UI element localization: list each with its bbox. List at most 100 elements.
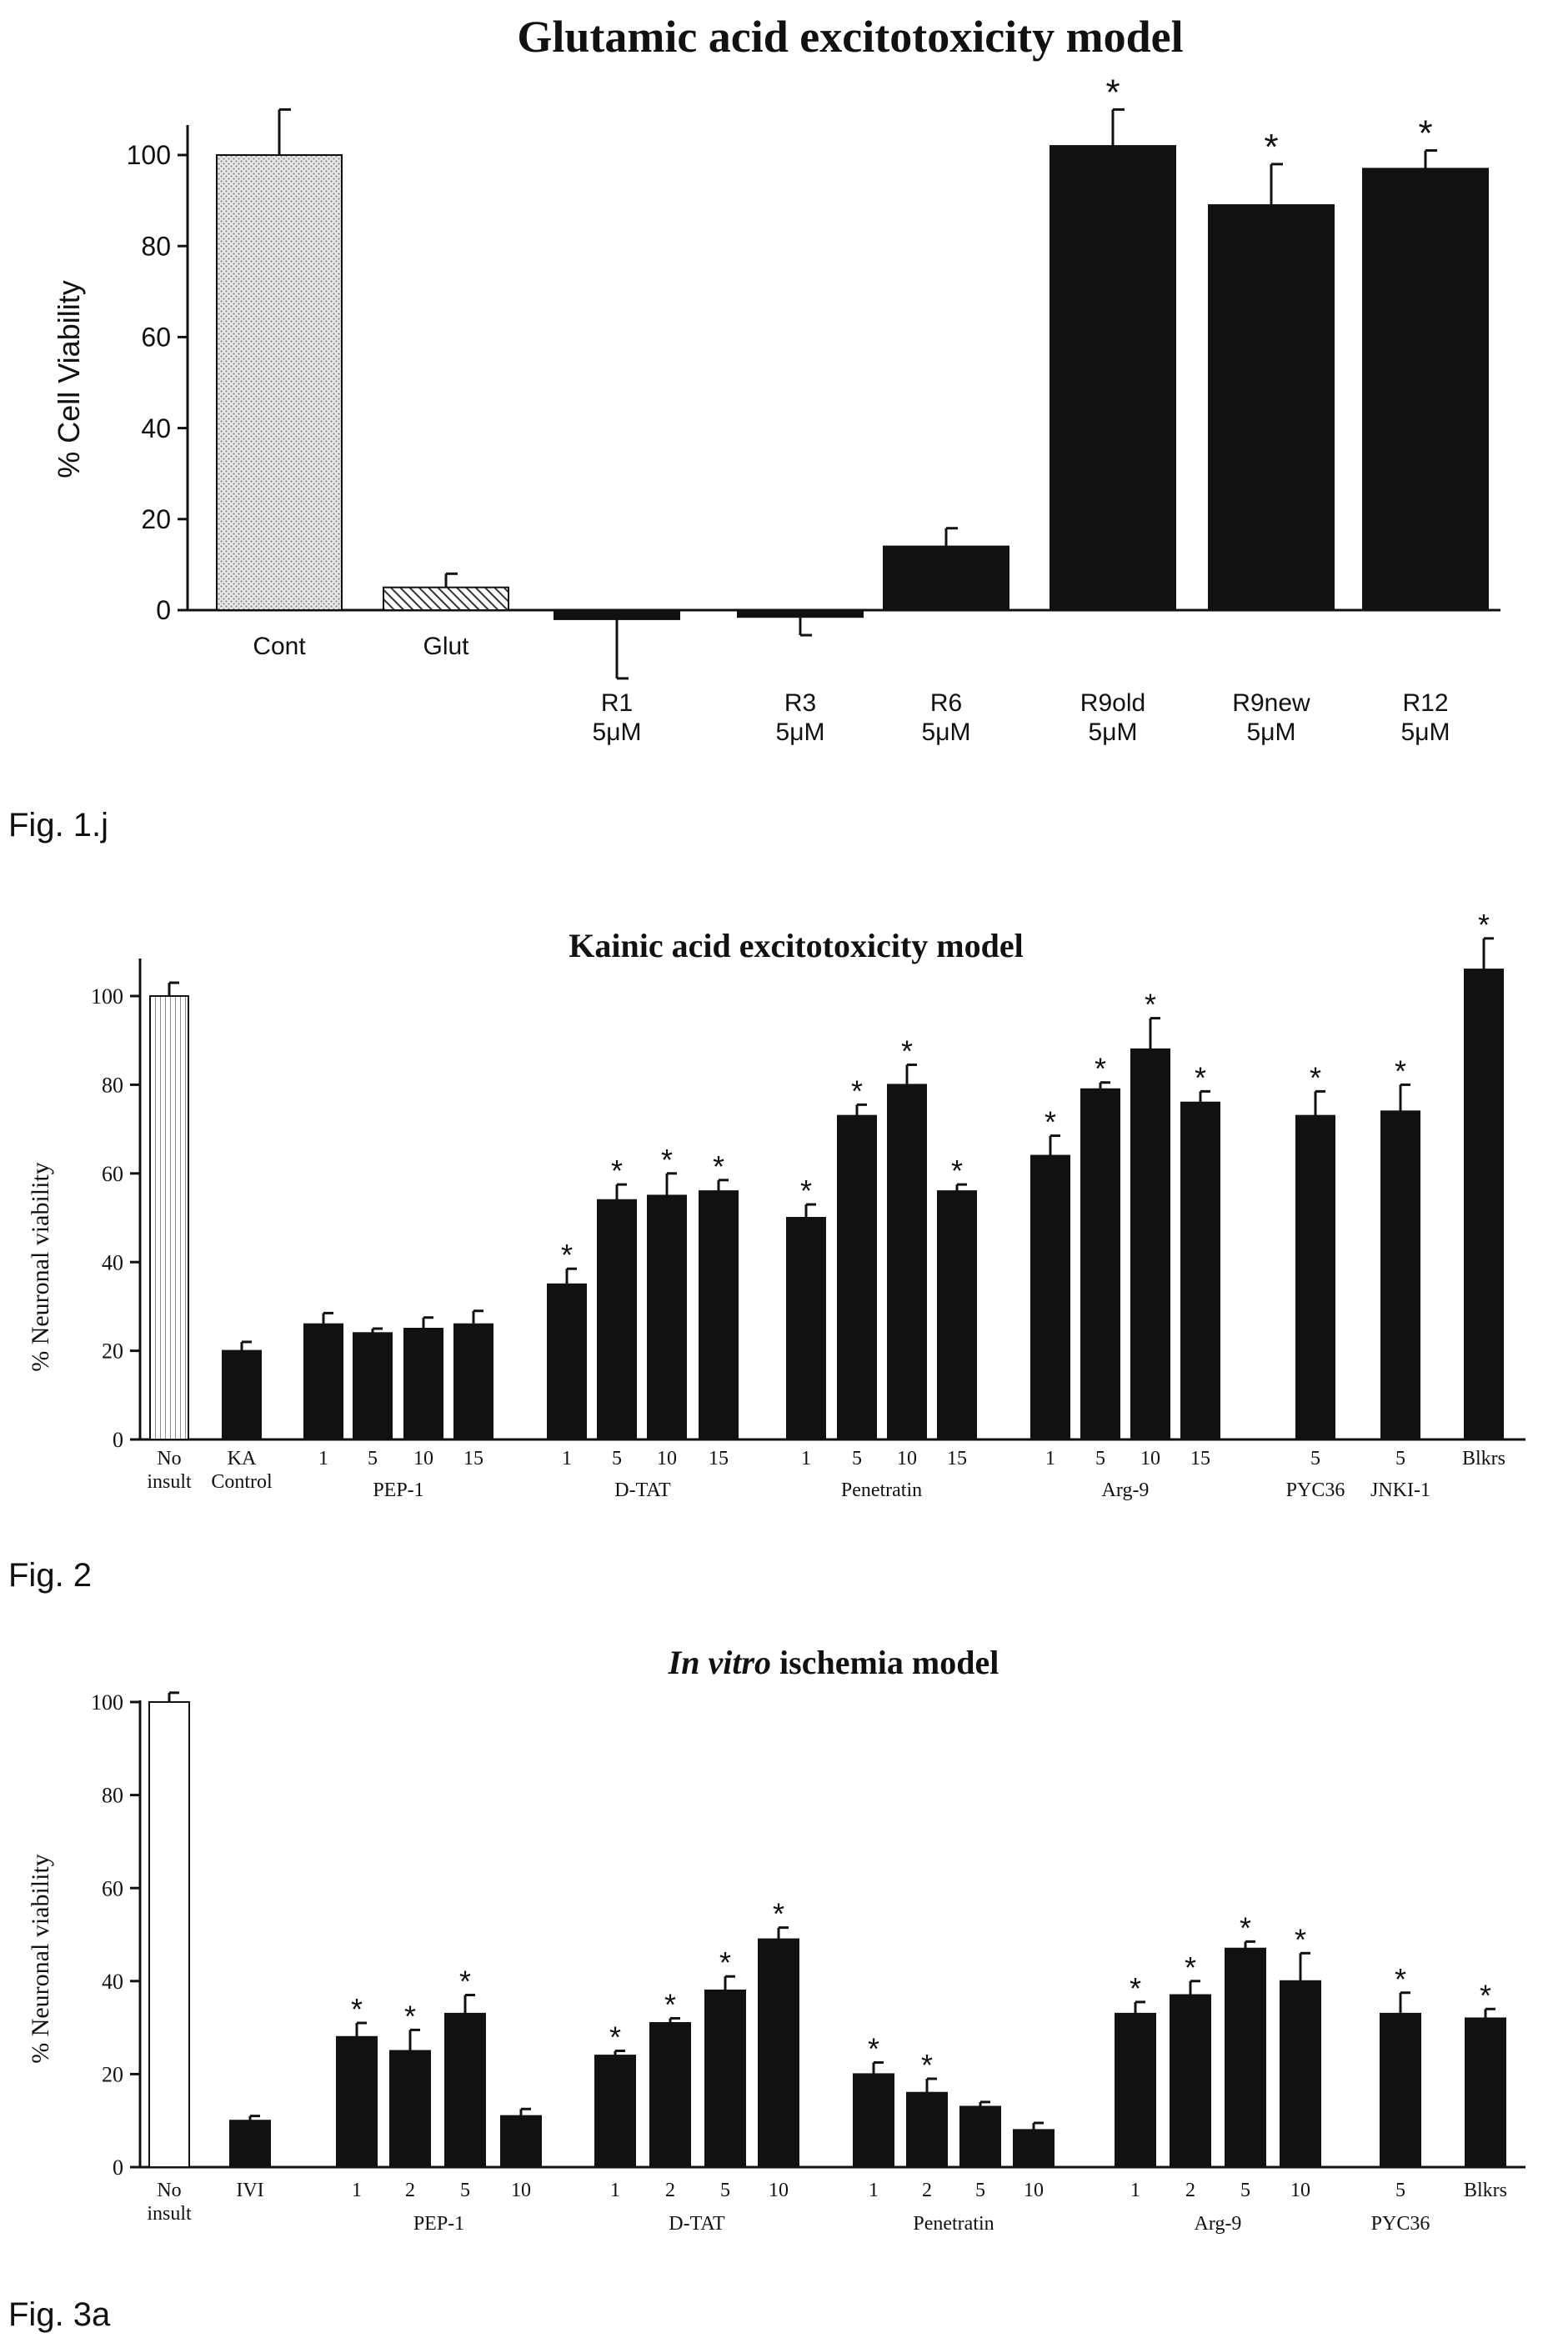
significance-marker: * xyxy=(1105,72,1120,113)
significance-marker: * xyxy=(351,1992,363,2026)
bar xyxy=(1130,1048,1170,1440)
category-label: Blkrs xyxy=(1464,2180,1507,2201)
category-label: 10 xyxy=(1140,1448,1160,1469)
category-label: R1 xyxy=(601,689,633,717)
category-label: 5μM xyxy=(593,718,642,746)
bar xyxy=(500,2115,542,2168)
bar xyxy=(594,2055,636,2168)
y-axis-label: % Cell Viability xyxy=(52,280,86,478)
bar xyxy=(383,586,509,612)
significance-marker: * xyxy=(951,1154,963,1188)
significance-marker: * xyxy=(609,2020,621,2055)
chart-title: In vitro ischemia model xyxy=(668,1644,999,1681)
bar xyxy=(389,2050,431,2168)
category-label: IVI xyxy=(236,2180,263,2201)
group-label: JNKI-1 xyxy=(1370,1479,1430,1501)
group-label: PEP-1 xyxy=(413,2213,464,2235)
bar xyxy=(699,1190,739,1440)
y-tick-label: 60 xyxy=(102,1162,123,1186)
category-label: 5 xyxy=(460,2180,470,2201)
bar xyxy=(554,609,680,620)
group-label: PYC36 xyxy=(1286,1479,1345,1501)
significance-marker: * xyxy=(1395,1054,1406,1088)
category-label: R6 xyxy=(930,689,962,717)
category-label: 5μM xyxy=(776,718,825,746)
category-label: 1 xyxy=(1045,1448,1055,1469)
bar xyxy=(149,995,189,1440)
y-tick-label: 40 xyxy=(141,413,171,443)
category-label: 5 xyxy=(368,1448,378,1469)
y-tick-label: 20 xyxy=(141,504,171,534)
significance-marker: * xyxy=(719,1945,731,1980)
category-label: 2 xyxy=(1185,2180,1195,2201)
bar xyxy=(403,1328,443,1440)
category-label: 10 xyxy=(1290,2180,1310,2201)
significance-marker: * xyxy=(1130,1971,1141,2005)
category-label: No xyxy=(157,2180,181,2201)
bar xyxy=(453,1323,493,1440)
significance-marker: * xyxy=(1044,1105,1056,1139)
significance-marker: * xyxy=(1185,1950,1196,1985)
group-label: PEP-1 xyxy=(373,1479,423,1501)
significance-marker: * xyxy=(561,1238,573,1272)
significance-marker: * xyxy=(1295,1922,1306,1956)
significance-marker: * xyxy=(851,1074,863,1108)
category-label: 1 xyxy=(562,1448,572,1469)
bar xyxy=(887,1084,927,1440)
category-label: 10 xyxy=(1024,2180,1044,2201)
significance-marker: * xyxy=(1264,127,1278,168)
category-label: 10 xyxy=(413,1448,433,1469)
bar xyxy=(1030,1154,1070,1440)
bar xyxy=(1115,2012,1156,2168)
bar xyxy=(148,1701,190,2168)
category-label: 15 xyxy=(709,1448,729,1469)
group-label: Penetratin xyxy=(913,2213,994,2235)
bar xyxy=(1380,1110,1420,1440)
chart-title-rest: ischemia model xyxy=(771,1644,999,1681)
bar xyxy=(597,1199,637,1440)
significance-marker: * xyxy=(1480,1978,1491,2012)
chart-glutamic: Glutamic acid excitotoxicity model % Cel… xyxy=(52,12,1500,746)
bar xyxy=(222,1349,262,1440)
bar xyxy=(216,154,343,611)
bar xyxy=(229,2120,271,2169)
bar xyxy=(1208,204,1335,611)
category-label: R9new xyxy=(1232,689,1310,717)
category-label: 15 xyxy=(947,1448,967,1469)
category-label: 10 xyxy=(769,2180,789,2201)
bar xyxy=(786,1217,826,1440)
significance-marker: * xyxy=(404,1999,416,2033)
category-label: Blkrs xyxy=(1462,1448,1505,1469)
category-label: 5μM xyxy=(1247,718,1296,746)
category-label: 5μM xyxy=(922,718,971,746)
bar xyxy=(906,2091,948,2168)
chart-kainic: Kainic acid excitotoxicity model % Neuro… xyxy=(27,908,1525,1501)
chart-title: Glutamic acid excitotoxicity model xyxy=(517,12,1183,62)
bar xyxy=(336,2035,378,2169)
bar xyxy=(444,2012,486,2168)
bar xyxy=(1225,1947,1266,2168)
category-label: R12 xyxy=(1402,689,1448,717)
chart-title-italic: In vitro xyxy=(668,1644,771,1681)
bar xyxy=(303,1323,343,1440)
category-label: R9old xyxy=(1080,689,1145,717)
significance-marker: * xyxy=(664,1987,676,2021)
significance-marker: * xyxy=(1478,908,1490,942)
y-axis-label: % Neuronal viability xyxy=(27,1854,54,2064)
category-label: 5μM xyxy=(1089,718,1138,746)
figure-label-2: Fig. 2 xyxy=(8,1557,93,1594)
category-label: 1 xyxy=(869,2180,879,2201)
category-label: 5 xyxy=(852,1448,862,1469)
group-label: D-TAT xyxy=(614,1479,671,1501)
significance-marker: * xyxy=(611,1154,623,1188)
bar xyxy=(1080,1088,1120,1440)
category-label: 10 xyxy=(511,2180,531,2201)
group-label: PYC36 xyxy=(1371,2213,1430,2235)
y-tick-label: 20 xyxy=(102,1339,123,1364)
significance-marker: * xyxy=(1095,1052,1106,1086)
bar xyxy=(959,2105,1001,2169)
category-label: 5 xyxy=(612,1448,622,1469)
category-label: 10 xyxy=(657,1448,677,1469)
y-tick-label: 100 xyxy=(127,140,171,170)
chart-ischemia: In vitro ischemia model % Neuronal viabi… xyxy=(27,1644,1525,2235)
